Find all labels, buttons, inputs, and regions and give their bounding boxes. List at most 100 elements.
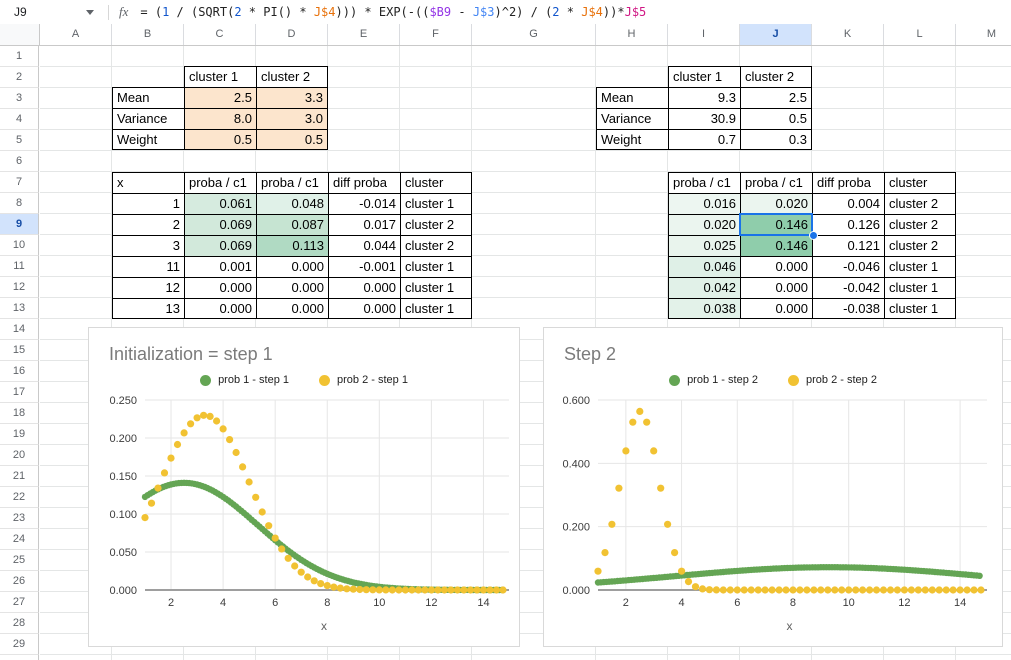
row-header-5[interactable]: 5 — [0, 130, 39, 151]
cell-C4[interactable]: 8.0 — [184, 108, 256, 129]
cell-B3[interactable]: Mean — [112, 87, 184, 108]
row-header-28[interactable]: 28 — [0, 613, 39, 634]
row-header-12[interactable]: 12 — [0, 277, 39, 298]
cell-J10[interactable]: 0.146 — [740, 235, 812, 256]
row-header-11[interactable]: 11 — [0, 256, 39, 277]
row-header-26[interactable]: 26 — [0, 571, 39, 592]
cluster-params-table-step2[interactable]: cluster 1 cluster 2 Mean 9.3 2.5 Variance 30.9… — [596, 66, 812, 150]
column-header-B[interactable]: B — [112, 24, 184, 45]
name-box[interactable]: J9 — [14, 5, 27, 19]
column-header-G[interactable]: G — [472, 24, 596, 45]
row-header-7[interactable]: 7 — [0, 172, 39, 193]
cell-I4[interactable]: 30.9 — [668, 108, 740, 129]
cell-J4[interactable]: 0.5 — [740, 108, 812, 129]
column-header-J[interactable]: J — [740, 24, 812, 45]
cell-L9[interactable]: cluster 2 — [884, 214, 956, 235]
cell-C13[interactable]: 0.000 — [184, 298, 256, 319]
cell-F7[interactable]: cluster — [400, 172, 472, 193]
cell-F13[interactable]: cluster 1 — [400, 298, 472, 319]
row-header-1[interactable]: 1 — [0, 46, 39, 67]
cell-D8[interactable]: 0.048 — [256, 193, 328, 214]
row-header-15[interactable]: 15 — [0, 340, 39, 361]
cell-B7[interactable]: x — [112, 172, 184, 193]
cell-E7[interactable]: diff proba — [328, 172, 400, 193]
cell-C3[interactable]: 2.5 — [184, 87, 256, 108]
cell-J11[interactable]: 0.000 — [740, 256, 812, 277]
cell-I2[interactable]: cluster 1 — [668, 66, 740, 87]
cell-K12[interactable]: -0.042 — [812, 277, 884, 298]
cell-E11[interactable]: -0.001 — [328, 256, 400, 277]
cell-F12[interactable]: cluster 1 — [400, 277, 472, 298]
row-header-20[interactable]: 20 — [0, 445, 39, 466]
row-header-17[interactable]: 17 — [0, 382, 39, 403]
cell-J12[interactable]: 0.000 — [740, 277, 812, 298]
cell-I13[interactable]: 0.038 — [668, 298, 740, 319]
cell-J5[interactable]: 0.3 — [740, 129, 812, 150]
cell-C10[interactable]: 0.069 — [184, 235, 256, 256]
cell-L12[interactable]: cluster 1 — [884, 277, 956, 298]
cell-I12[interactable]: 0.042 — [668, 277, 740, 298]
cell-J13[interactable]: 0.000 — [740, 298, 812, 319]
cell-L10[interactable]: cluster 2 — [884, 235, 956, 256]
row-header-18[interactable]: 18 — [0, 403, 39, 424]
cell-B11[interactable]: 11 — [112, 256, 184, 277]
cell-D9[interactable]: 0.087 — [256, 214, 328, 235]
row-header-29[interactable]: 29 — [0, 634, 39, 655]
cell-H4[interactable]: Variance — [596, 108, 668, 129]
row-header-9[interactable]: 9 — [0, 214, 39, 235]
cell-I8[interactable]: 0.016 — [668, 193, 740, 214]
row-header-23[interactable]: 23 — [0, 508, 39, 529]
row-header-30[interactable]: 30 — [0, 655, 39, 660]
chart-step2[interactable]: 2 4 6 8 10 12 14 0.000 0.200 0.400 0.600 x Step 2 p… — [543, 327, 1003, 647]
name-box-dropdown-icon[interactable] — [86, 9, 94, 15]
cell-C8[interactable]: 0.061 — [184, 193, 256, 214]
proba-table-step1[interactable]: x proba / c1 proba / c1 diff proba cluster 1 0… — [112, 172, 472, 319]
cell-C2[interactable]: cluster 1 — [184, 66, 256, 87]
cell-I5[interactable]: 0.7 — [668, 129, 740, 150]
cell-C12[interactable]: 0.000 — [184, 277, 256, 298]
cell-J8[interactable]: 0.020 — [740, 193, 812, 214]
sheet-grid[interactable] — [40, 46, 1011, 660]
column-header-E[interactable]: E — [328, 24, 400, 45]
row-header-16[interactable]: 16 — [0, 361, 39, 382]
column-header-C[interactable]: C — [184, 24, 256, 45]
row-header-27[interactable]: 27 — [0, 592, 39, 613]
cell-D11[interactable]: 0.000 — [256, 256, 328, 277]
cell-J3[interactable]: 2.5 — [740, 87, 812, 108]
column-header-K[interactable]: K — [812, 24, 884, 45]
cell-K9[interactable]: 0.126 — [812, 214, 884, 235]
cell-B5[interactable]: Weight — [112, 129, 184, 150]
row-header-13[interactable]: 13 — [0, 298, 39, 319]
cell-E10[interactable]: 0.044 — [328, 235, 400, 256]
cell-K10[interactable]: 0.121 — [812, 235, 884, 256]
cell-I10[interactable]: 0.025 — [668, 235, 740, 256]
cell-D7[interactable]: proba / c1 — [256, 172, 328, 193]
cell-H5[interactable]: Weight — [596, 129, 668, 150]
cell-I9[interactable]: 0.020 — [668, 214, 740, 235]
row-header-4[interactable]: 4 — [0, 109, 39, 130]
row-header-14[interactable]: 14 — [0, 319, 39, 340]
cell-C9[interactable]: 0.069 — [184, 214, 256, 235]
cell-C7[interactable]: proba / c1 — [184, 172, 256, 193]
cell-D5[interactable]: 0.5 — [256, 129, 328, 150]
cell-B4[interactable]: Variance — [112, 108, 184, 129]
cell-F10[interactable]: cluster 2 — [400, 235, 472, 256]
row-header-24[interactable]: 24 — [0, 529, 39, 550]
row-header-2[interactable]: 2 — [0, 67, 39, 88]
cell-L8[interactable]: cluster 2 — [884, 193, 956, 214]
cell-D12[interactable]: 0.000 — [256, 277, 328, 298]
cell-J2[interactable]: cluster 2 — [740, 66, 812, 87]
cell-B13[interactable]: 13 — [112, 298, 184, 319]
formula-input[interactable]: = (1 / (SQRT(2 * PI() * J$4))) * EXP(-((… — [140, 5, 646, 19]
cell-D10[interactable]: 0.113 — [256, 235, 328, 256]
cell-D2[interactable]: cluster 2 — [256, 66, 328, 87]
cell-I7[interactable]: proba / c1 — [668, 172, 740, 193]
cell-K13[interactable]: -0.038 — [812, 298, 884, 319]
cell-C11[interactable]: 0.001 — [184, 256, 256, 277]
cell-B12[interactable]: 12 — [112, 277, 184, 298]
chart-initialization-step1[interactable]: 2 4 6 8 10 12 14 0.000 0.050 0.100 0.150 0.200 0.250… — [88, 327, 520, 647]
column-header-F[interactable]: F — [400, 24, 472, 45]
cell-J7[interactable]: proba / c1 — [740, 172, 812, 193]
cell-K7[interactable]: diff proba — [812, 172, 884, 193]
cell-E12[interactable]: 0.000 — [328, 277, 400, 298]
